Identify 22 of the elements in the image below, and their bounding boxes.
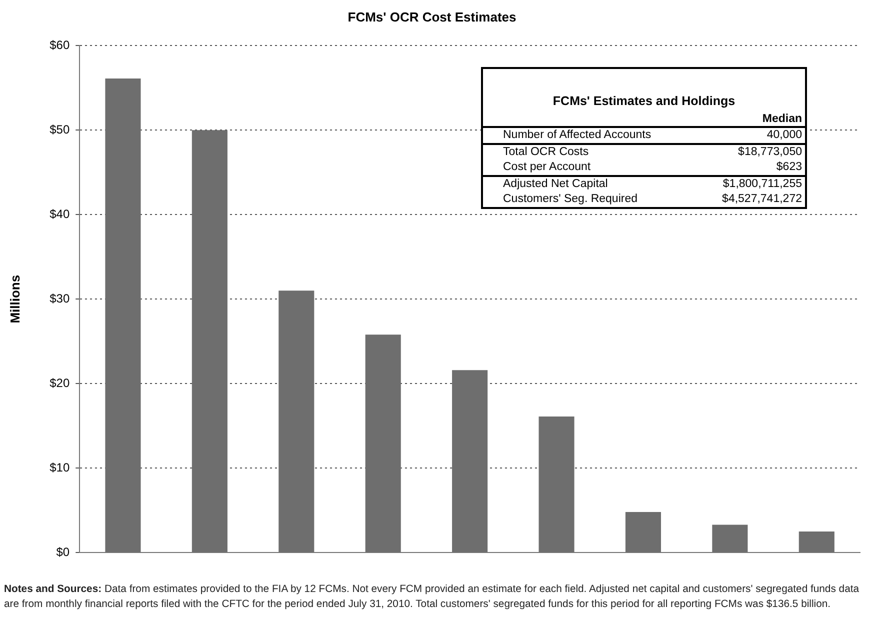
annotation: $623 (775, 160, 803, 175)
y-tick-label: $40 (50, 206, 70, 221)
y-tick-label: $30 (50, 291, 70, 306)
annotation: 40,000 (697, 127, 806, 144)
annotation: Cost per Account (502, 160, 592, 175)
y-tick-label: $0 (56, 544, 70, 559)
annotation: Number of Affected Accounts (482, 127, 698, 144)
annotation: Total OCR Costs (482, 144, 698, 160)
y-tick-label: $50 (50, 122, 70, 136)
y-axis-title: Millions (7, 274, 22, 324)
chart-title: FCMs' OCR Cost Estimates (348, 9, 516, 24)
annotation: Customers' Seg. Required (502, 192, 639, 207)
text: Notes and Sources: Data from estimates provided to the FIA by 12 FCMs. Not every FCM provided an estimate for each field. Adjusted net capital and customers' segregated funds data are from monthly financial reports filed with the CFTC for the period ended July 31, 2010. Total customers' segregated funds for this period for all reporting FCMs was $136.5 billion. (4, 583, 860, 612)
annotation: $1,800,711,255 (697, 176, 806, 192)
annotation: Adjusted Net Capital (482, 176, 698, 192)
y-tick-label: $60 (50, 38, 70, 52)
y-tick-label: $20 (50, 376, 70, 390)
annotation: $18,773,050 (697, 144, 806, 160)
annotation: FCMs' Estimates and Holdings (552, 93, 736, 110)
annotation: Median (761, 112, 803, 127)
y-tick-label: $10 (50, 460, 70, 474)
annotation: $4,527,741,272 (721, 192, 803, 207)
